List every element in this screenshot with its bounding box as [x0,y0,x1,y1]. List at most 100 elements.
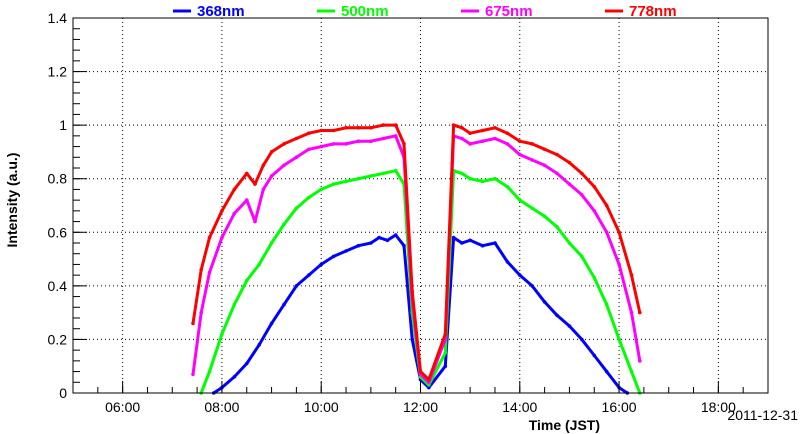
data-point [410,289,415,294]
y-axis-title: Intensity (a.u.) [4,153,20,248]
data-point [253,219,257,224]
data-point [369,126,373,130]
data-point [542,300,547,304]
data-point [451,123,456,127]
data-point [555,225,559,229]
data-point [580,171,584,176]
data-point [460,241,464,245]
x-axis-title: Time (JST) [529,417,600,433]
data-point [356,243,361,248]
data-point [282,142,286,146]
data-point [427,383,431,387]
data-point [427,385,431,390]
data-point [468,176,472,181]
legend-item: 778nm [605,3,677,20]
legend-label: 500nm [341,3,389,20]
data-point [542,147,547,152]
data-point [220,235,224,240]
data-point [393,123,398,127]
data-point [232,211,237,216]
y-tick-label: 1.2 [48,64,68,80]
data-point [393,168,398,173]
data-point [369,139,373,143]
data-point [592,276,597,280]
data-point [555,152,559,157]
data-point [307,195,311,200]
data-point [468,142,472,146]
data-point [542,214,547,218]
x-tick-label: 16:00 [602,399,637,415]
data-point [505,142,510,146]
legend-label: 368nm [197,3,245,20]
legend-label: 778nm [629,3,677,20]
data-point [460,136,464,141]
data-point [629,310,634,315]
data-point [443,351,448,355]
data-point [518,273,522,277]
data-point [580,254,584,259]
data-point [191,372,195,377]
data-point [468,238,472,243]
data-point [245,278,249,283]
data-point [199,310,203,315]
data-point [460,126,464,130]
data-point [294,155,299,160]
data-point [294,206,299,210]
data-point [480,243,485,248]
legend-label: 675nm [485,3,533,20]
data-point [505,184,510,189]
data-point [530,284,534,288]
data-point [207,369,212,374]
data-point [245,171,249,176]
data-point [542,163,547,168]
data-point [617,262,621,267]
data-point [402,243,406,248]
data-point [331,182,336,186]
y-tick-label: 1.4 [48,10,68,26]
data-point [331,128,336,133]
data-point [377,235,381,240]
x-tick-label: 06:00 [105,399,140,415]
data-point [269,321,274,326]
data-point [232,302,237,307]
data-point [617,230,621,235]
data-point [555,313,559,318]
data-point [530,158,534,162]
data-point [381,136,386,141]
y-tick-label: 0.8 [48,171,68,187]
data-point [207,270,212,275]
data-point [369,241,373,245]
data-point [468,131,472,135]
data-point [480,128,485,133]
data-point [604,302,609,307]
data-point [319,187,324,192]
data-point [567,182,572,186]
legend-item: 368nm [173,3,245,20]
data-point [282,222,286,227]
data-point [518,152,522,157]
data-point [307,273,311,277]
data-point [460,171,464,176]
data-point [480,179,485,184]
x-tick-label: 14:00 [502,399,537,415]
data-point [257,262,262,267]
data-point [269,241,274,245]
y-tick-label: 0.4 [48,278,68,294]
data-point [282,163,286,168]
data-point [220,209,224,213]
data-point [604,369,609,374]
data-point [493,176,497,181]
data-point [344,126,348,130]
data-point [443,364,448,369]
x-tick-label: 10:00 [304,399,339,415]
x-tick-label: 08:00 [204,399,239,415]
series-layer [191,123,642,395]
data-point [567,324,572,328]
data-point [604,230,609,235]
data-point [356,126,361,130]
y-tick-label: 1 [59,117,67,133]
data-point [232,187,237,192]
series-line [212,233,629,395]
y-tick-label: 0 [59,385,67,401]
